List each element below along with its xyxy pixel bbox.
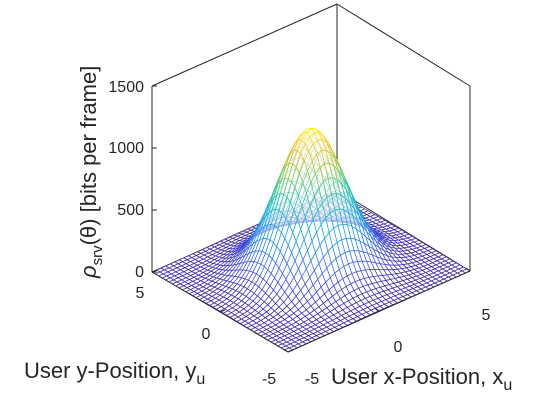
x-axis-label: User x-Position, xu xyxy=(331,364,512,394)
y-tick-mark xyxy=(287,349,294,353)
y-tick-mark xyxy=(151,269,158,273)
z-tick-label: 1500 xyxy=(108,79,144,96)
z-axis-label: ρsrv(θ) [bits per frame] xyxy=(76,66,106,279)
y-axis-label: User y-Position, yu xyxy=(24,358,205,388)
surface-mesh xyxy=(151,128,471,353)
axis-ticks xyxy=(151,85,471,353)
x-tick-label: 0 xyxy=(394,339,403,356)
x-tick-labels: -5 0 5 xyxy=(305,307,491,388)
z-tick-label: 500 xyxy=(117,202,144,219)
z-tick-label: 0 xyxy=(135,264,144,281)
x-tick-label: -5 xyxy=(305,371,319,388)
y-tick-mark xyxy=(219,309,226,313)
box-line xyxy=(336,3,471,87)
x-tick-mark xyxy=(465,267,471,272)
y-tick-label: -5 xyxy=(262,371,276,388)
z-tick-label: 1000 xyxy=(108,140,144,157)
x-tick-label: 5 xyxy=(482,307,491,324)
y-tick-labels: 5 0 -5 xyxy=(136,285,277,388)
y-tick-label: 0 xyxy=(202,326,211,343)
box-line xyxy=(151,3,338,87)
y-tick-label: 5 xyxy=(136,285,145,302)
x-tick-mark xyxy=(374,308,380,312)
z-tick-labels: 0 500 1000 1500 xyxy=(108,79,144,281)
x-tick-mark xyxy=(283,348,289,353)
